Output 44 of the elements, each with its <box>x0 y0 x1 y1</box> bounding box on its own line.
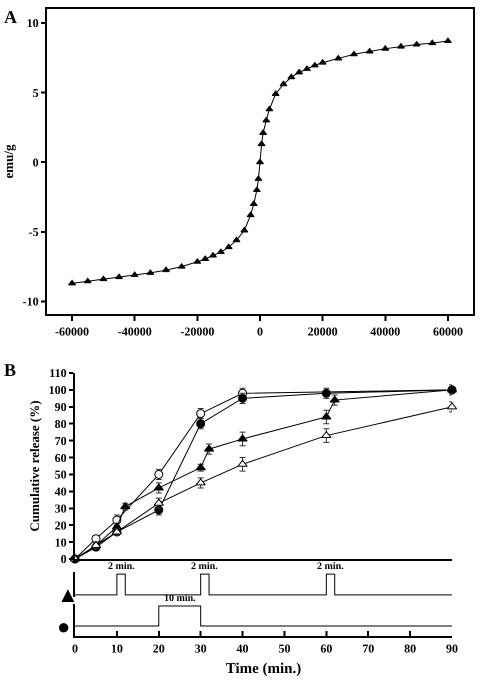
x-tick-label: -20000 <box>180 324 214 338</box>
x-axis-title: Time (min.) <box>226 660 302 677</box>
y-tick-label: 20 <box>54 518 67 532</box>
series-label: ● <box>57 614 70 639</box>
y-tick-label: 90 <box>54 400 67 414</box>
x-tick-label: 50 <box>278 641 290 656</box>
y-tick-label: 70 <box>54 434 67 448</box>
x-tick-label: 20 <box>152 641 165 656</box>
y-tick-label: 10 <box>26 16 39 30</box>
y-tick-label: 50 <box>54 468 67 482</box>
x-tick-label: 0 <box>257 324 263 338</box>
x-tick-label: 40000 <box>370 324 400 338</box>
x-tick-label: -40000 <box>118 324 152 338</box>
y-tick-label: 100 <box>48 383 67 398</box>
y-tick-label: 0 <box>32 155 39 170</box>
x-tick-label: 10 <box>110 641 123 656</box>
series-label: ▲ <box>57 582 79 607</box>
x-tick-label: 0 <box>72 641 78 656</box>
x-tick-label: -60000 <box>55 324 90 338</box>
annotation: 2 min. <box>108 561 136 572</box>
x-tick-label: 60000 <box>432 324 463 338</box>
chart-title: B <box>4 360 16 380</box>
annotation: 2 min. <box>191 561 218 572</box>
y-tick-label: 10 <box>54 535 67 550</box>
chart-title: A <box>4 7 17 27</box>
y-axis-title: Cumulative release (%) <box>27 400 42 532</box>
x-tick-label: 30 <box>194 641 207 656</box>
x-tick-label: 80 <box>404 641 416 656</box>
x-tick-label: 60 <box>320 641 332 656</box>
annotation: 2 min. <box>317 561 344 572</box>
x-tick-label: 90 <box>446 641 458 656</box>
x-tick-label: 70 <box>362 641 374 656</box>
x-tick-label: 40 <box>236 641 249 656</box>
y-tick-label: 30 <box>54 501 67 516</box>
y-tick-label: -5 <box>28 225 39 240</box>
x-tick-label: 20000 <box>308 324 338 338</box>
y-tick-label: 80 <box>54 416 67 431</box>
y-tick-label: -10 <box>22 294 39 309</box>
y-axis-title: emu/g <box>1 144 16 178</box>
y-tick-label: 110 <box>49 366 67 380</box>
y-tick-label: 0 <box>60 552 67 566</box>
y-tick-label: 5 <box>32 86 39 100</box>
y-tick-label: 60 <box>54 450 67 465</box>
y-tick-label: 40 <box>54 484 67 499</box>
